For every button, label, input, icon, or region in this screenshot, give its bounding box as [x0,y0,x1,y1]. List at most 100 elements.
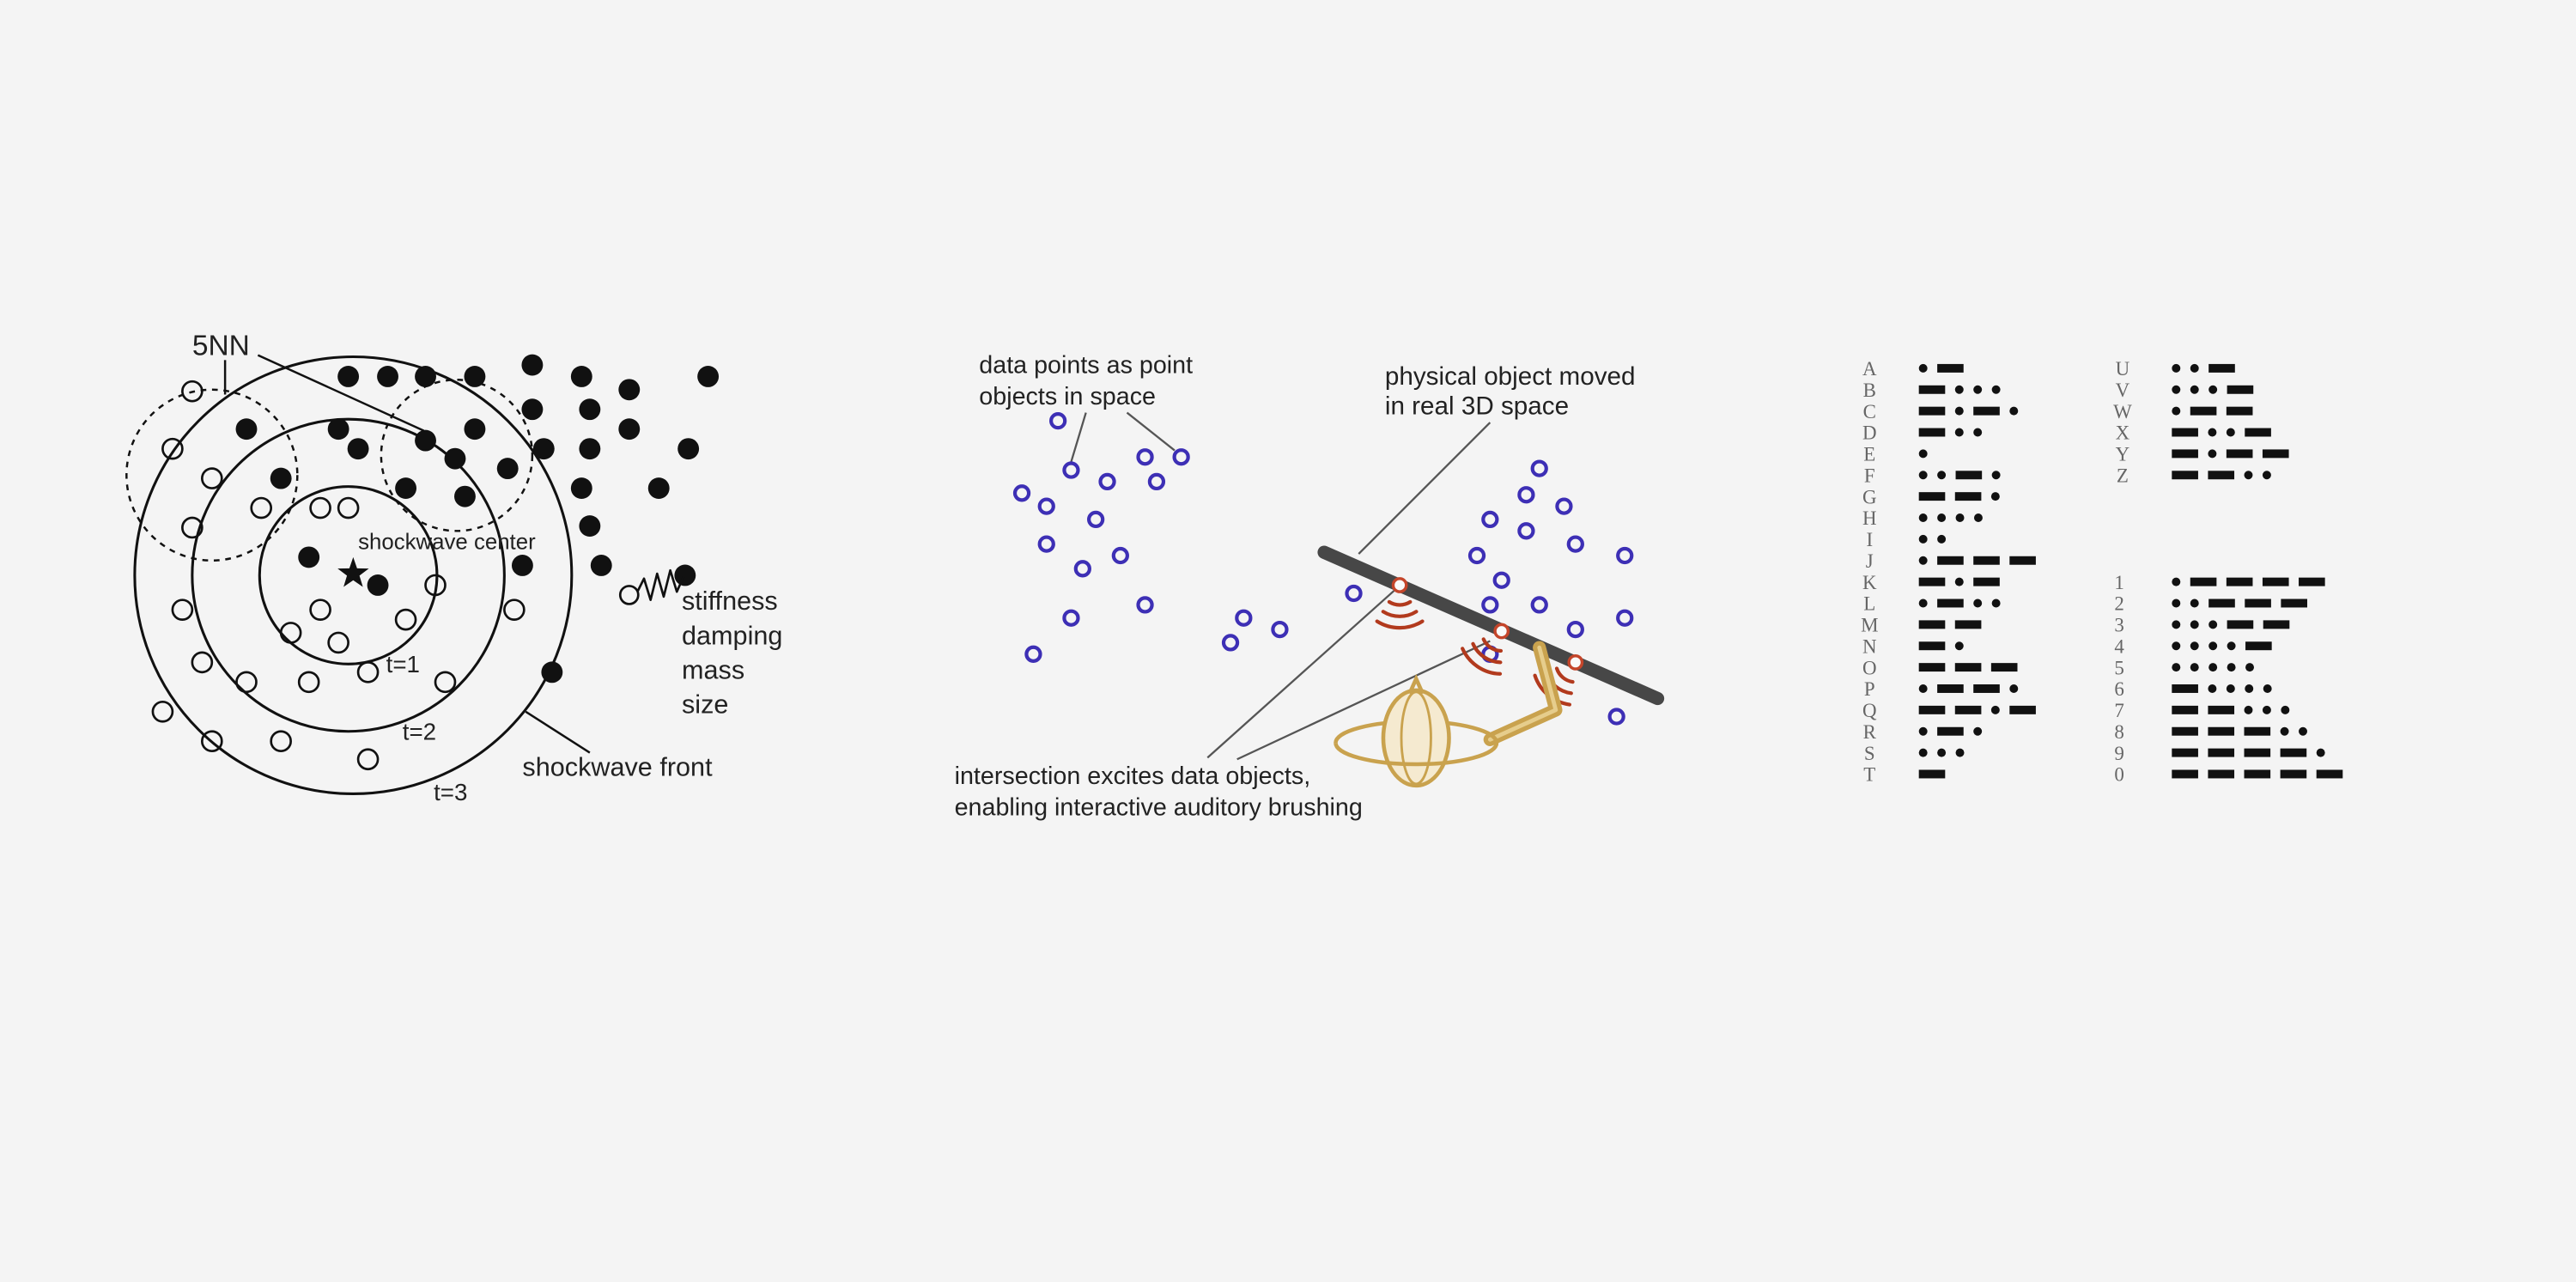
morse-dash [2226,449,2253,459]
data-point [1012,484,1031,502]
morse-dash [2226,406,2253,416]
nearest-neighbor-ring [125,388,299,562]
data-point [1530,459,1548,477]
data-point [1024,645,1042,663]
morse-dash [2245,641,2272,651]
morse-dot [2316,748,2325,757]
morse-dash [2245,598,2271,608]
morse-row: 6 [2114,678,2272,700]
morse-code [1918,534,1947,544]
morse-dash [1918,663,1946,672]
morse-dot [1918,449,1928,459]
morse-row: W [2113,401,2253,422]
morse-character: L [1863,593,1875,615]
spring-anchor-particle [618,585,640,605]
morse-code [1918,363,1964,373]
morse-row: M [1861,615,1982,636]
sound-wave-arc [1471,641,1503,665]
empty-particle [503,598,526,621]
morse-code [1918,620,1982,629]
morse-code [1918,471,2001,480]
morse-code [2172,449,2289,459]
data-points-label: objects in space [979,383,1156,410]
filled-particle [647,477,670,500]
morse-character: F [1864,465,1875,486]
morse-dash [2172,748,2198,757]
morse-dash [2009,556,2036,565]
morse-dot [2172,363,2181,373]
morse-dash [1918,406,1946,416]
empty-particle [250,496,273,519]
filled-particle [674,564,696,586]
morse-dot [1973,513,1983,522]
morse-dash [1918,705,1946,714]
morse-dash [2208,748,2235,757]
filled-particle [415,366,436,387]
morse-dash [1918,641,1946,651]
morse-row: 8 [2114,721,2307,743]
empty-particle [171,598,194,621]
morse-dash [1937,363,1964,373]
empty-particle [309,598,331,621]
morse-dot [2280,726,2289,736]
morse-row: N [1862,635,1964,657]
morse-dash [2244,748,2271,757]
data-point [1607,708,1625,726]
morse-dot [1991,471,2001,480]
morse-dot [1937,748,1947,757]
morse-character: O [1862,657,1877,678]
morse-dot [2172,577,2181,586]
morse-row: X [2116,422,2271,444]
morse-dot [2190,620,2199,629]
morse-code [2172,363,2235,373]
data-point [1481,596,1499,614]
morse-code [1918,492,2000,501]
morse-row: D [1862,422,1983,444]
morse-character: B [1863,380,1876,401]
morse-dot [1918,534,1928,544]
empty-particle [161,437,184,460]
morse-row: R [1863,721,1983,743]
morse-row: 4 [2114,635,2272,657]
morse-dot [2245,663,2254,672]
morse-character: E [1863,444,1875,465]
morse-dash [2262,449,2289,459]
data-point [1062,609,1080,627]
morse-dash [2172,769,2198,779]
data-points-label: data points as point [979,352,1193,380]
morse-dash [2226,577,2253,586]
filled-particle [677,438,700,460]
morse-code [1918,406,2019,416]
morse-dot [2009,406,2019,416]
filled-particle [454,485,476,507]
data-point [1087,510,1105,529]
morse-character: 7 [2114,700,2123,721]
morse-row: Q [1862,700,2036,721]
empty-particle [309,496,331,519]
morse-row: O [1862,657,2018,678]
morse-code [2172,705,2290,714]
morse-character: R [1863,721,1877,743]
morse-character: P [1864,678,1875,700]
morse-dot [2190,641,2199,651]
empty-particle [181,380,204,403]
filled-particle [337,366,360,387]
empty-particle [151,700,174,723]
morse-character: S [1864,743,1875,764]
morse-row: F [1864,465,2001,486]
morse-row: K [1862,572,2000,593]
empty-particle [434,671,457,694]
leader-line [1070,412,1087,463]
morse-character: V [2116,380,2130,401]
morse-dot [1918,598,1928,608]
morse-code [1918,705,2036,714]
particle-property-label: damping [682,621,782,650]
sound-wave-arc [1387,599,1413,607]
morse-dot [1918,363,1928,373]
morse-dash [2262,577,2289,586]
controller-sphere-meridian [1400,690,1432,786]
morse-dot [2244,705,2253,714]
filled-particle [521,354,544,376]
morse-dash [2245,428,2271,437]
morse-dash [2263,620,2290,629]
